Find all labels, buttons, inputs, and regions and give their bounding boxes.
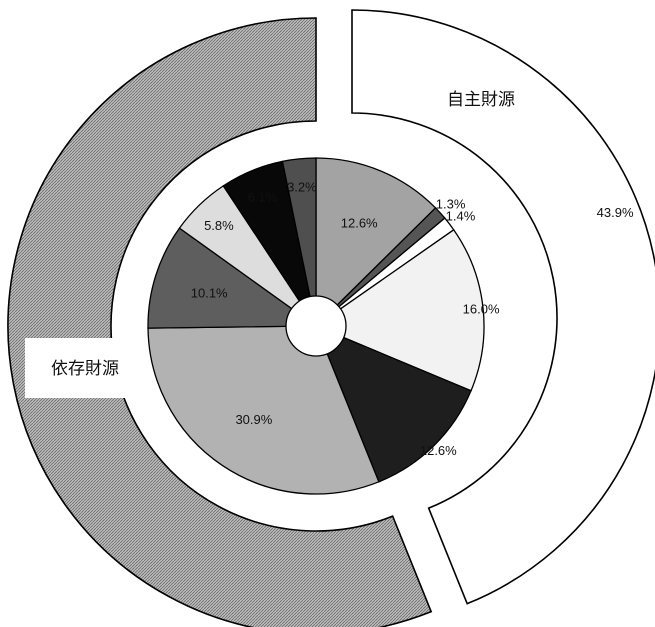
- center-hole: [285, 295, 347, 357]
- outer-value-label-0: 43.9%: [597, 205, 634, 220]
- inner-value-label-8: 6.1%: [248, 190, 278, 205]
- outer-category-box-1: [25, 338, 145, 398]
- inner-value-label-2: 1.4%: [446, 208, 476, 223]
- inner-value-label-3: 16.0%: [463, 301, 500, 316]
- outer-slice-item-0: [351, 9, 655, 605]
- inner-value-label-9: 3.2%: [287, 180, 317, 195]
- inner-value-label-6: 10.1%: [191, 285, 228, 300]
- inner-value-label-5: 30.9%: [235, 412, 272, 427]
- inner-value-label-7: 5.8%: [204, 218, 234, 233]
- inner-slice-9: [281, 157, 317, 327]
- inner-value-label-4: 12.6%: [420, 443, 457, 458]
- outer-category-label-0: 自主財源: [447, 90, 515, 110]
- outer-category-label-1: 依存財源: [51, 359, 119, 379]
- inner-value-label-1: 1.3%: [436, 197, 466, 212]
- inner-value-label-0: 12.6%: [341, 216, 378, 231]
- outer-slice-item-1: [7, 17, 433, 627]
